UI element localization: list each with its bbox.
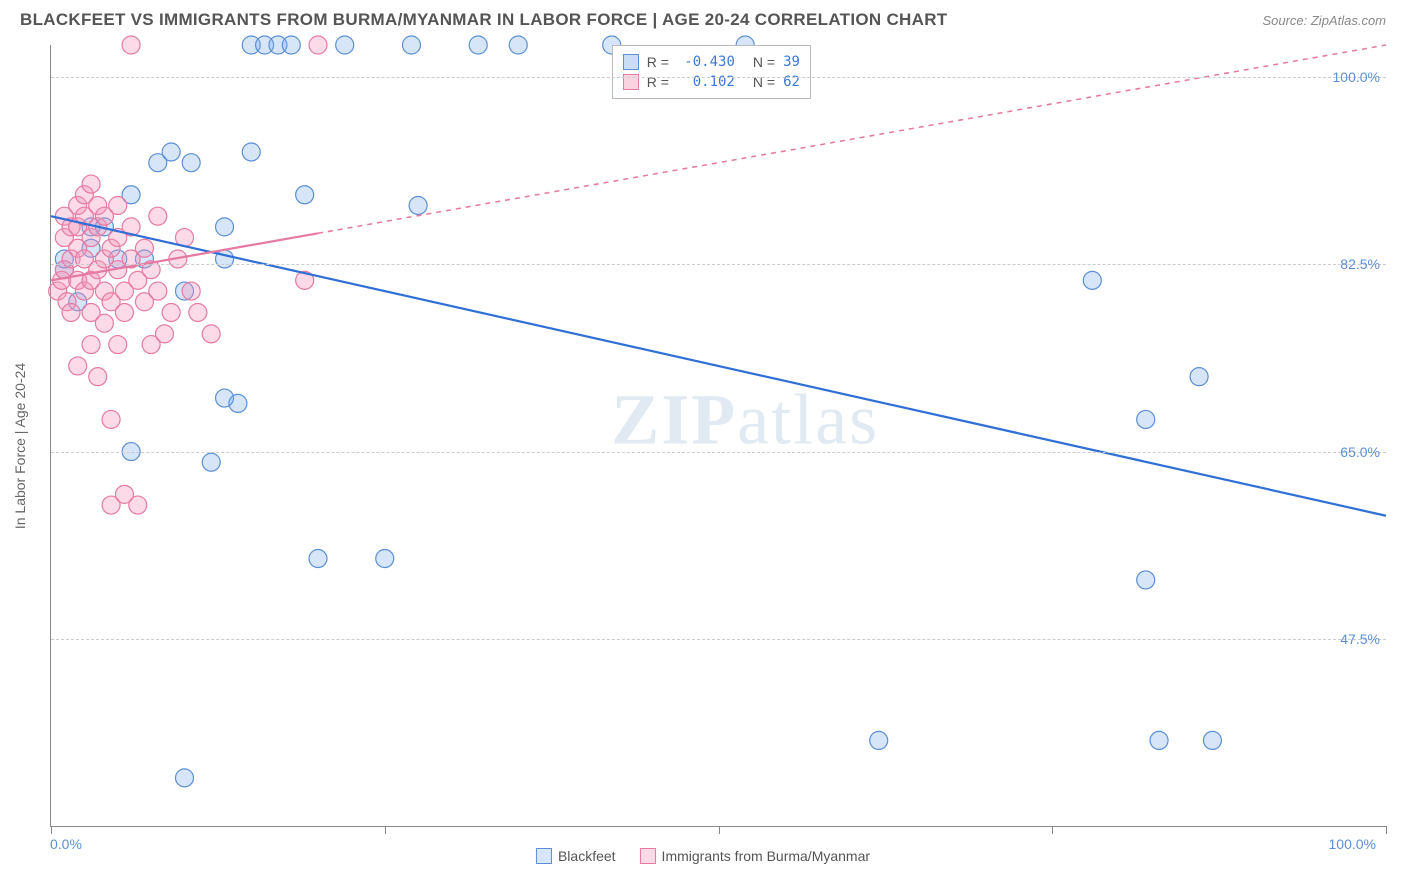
y-tick-label: 82.5% — [1340, 256, 1380, 272]
data-point — [122, 36, 140, 54]
data-point — [242, 143, 260, 161]
data-point — [176, 769, 194, 787]
x-tick — [719, 826, 720, 834]
gridline — [51, 452, 1386, 453]
data-point — [189, 303, 207, 321]
gridline — [51, 264, 1386, 265]
data-point — [376, 550, 394, 568]
x-tick — [51, 826, 52, 834]
data-point — [1190, 368, 1208, 386]
x-tick — [1386, 826, 1387, 834]
data-point — [115, 303, 133, 321]
data-point — [296, 186, 314, 204]
y-tick-label: 47.5% — [1340, 631, 1380, 647]
data-point — [402, 36, 420, 54]
y-tick-label: 65.0% — [1340, 444, 1380, 460]
data-point — [82, 336, 100, 354]
n-label: N = — [753, 54, 775, 70]
data-point — [1137, 410, 1155, 428]
correlation-legend-row: R = -0.430 N = 39 — [623, 52, 800, 72]
x-tick — [1052, 826, 1053, 834]
n-value: 39 — [783, 54, 800, 70]
data-point — [162, 303, 180, 321]
data-point — [149, 207, 167, 225]
r-value: -0.430 — [677, 54, 735, 70]
data-point — [469, 36, 487, 54]
data-point — [109, 196, 127, 214]
legend-item: Immigrants from Burma/Myanmar — [640, 848, 870, 864]
data-point — [182, 282, 200, 300]
legend-item: Blackfeet — [536, 848, 616, 864]
legend-swatch — [640, 848, 656, 864]
data-point — [336, 36, 354, 54]
data-point — [95, 314, 113, 332]
data-point — [282, 36, 300, 54]
data-point — [1137, 571, 1155, 589]
data-point — [1150, 731, 1168, 749]
data-point — [1083, 271, 1101, 289]
data-point — [82, 175, 100, 193]
data-point — [216, 218, 234, 236]
data-point — [149, 282, 167, 300]
data-point — [309, 36, 327, 54]
trendline — [51, 216, 1386, 516]
data-point — [1203, 731, 1221, 749]
gridline — [51, 77, 1386, 78]
x-tick — [385, 826, 386, 834]
y-axis-label: In Labor Force | Age 20-24 — [12, 363, 28, 529]
x-axis-min-label: 0.0% — [50, 836, 82, 852]
chart-title: BLACKFEET VS IMMIGRANTS FROM BURMA/MYANM… — [20, 10, 947, 30]
chart-plot-area: R =-0.430N =39R =0.102N =62 ZIPatlas 47.… — [50, 45, 1386, 827]
data-point — [409, 196, 427, 214]
data-point — [182, 154, 200, 172]
data-point — [309, 550, 327, 568]
correlation-legend-row: R =0.102N =62 — [623, 72, 800, 92]
legend-swatch — [623, 54, 639, 70]
data-point — [135, 239, 153, 257]
x-axis-max-label: 100.0% — [1329, 836, 1376, 852]
data-point — [89, 368, 107, 386]
data-point — [155, 325, 173, 343]
correlation-legend-box: R = -0.430 N = 39 R =0.102N =62 — [612, 45, 811, 99]
data-point — [229, 394, 247, 412]
data-point — [162, 143, 180, 161]
data-point — [509, 36, 527, 54]
y-tick-label: 100.0% — [1333, 69, 1380, 85]
data-point — [109, 336, 127, 354]
data-point — [129, 496, 147, 514]
data-point — [69, 357, 87, 375]
series-legend: Blackfeet Immigrants from Burma/Myanmar — [536, 848, 870, 864]
trendline-extrapolated — [318, 45, 1386, 233]
r-label: R = — [647, 54, 669, 70]
data-point — [62, 303, 80, 321]
source-attribution: Source: ZipAtlas.com — [1262, 13, 1386, 28]
legend-label: Immigrants from Burma/Myanmar — [662, 848, 870, 864]
gridline — [51, 639, 1386, 640]
data-point — [202, 325, 220, 343]
chart-header: BLACKFEET VS IMMIGRANTS FROM BURMA/MYANM… — [0, 0, 1406, 38]
legend-swatch — [536, 848, 552, 864]
data-point — [202, 453, 220, 471]
legend-label: Blackfeet — [558, 848, 616, 864]
data-point — [102, 410, 120, 428]
data-point — [870, 731, 888, 749]
scatter-svg — [51, 45, 1386, 826]
